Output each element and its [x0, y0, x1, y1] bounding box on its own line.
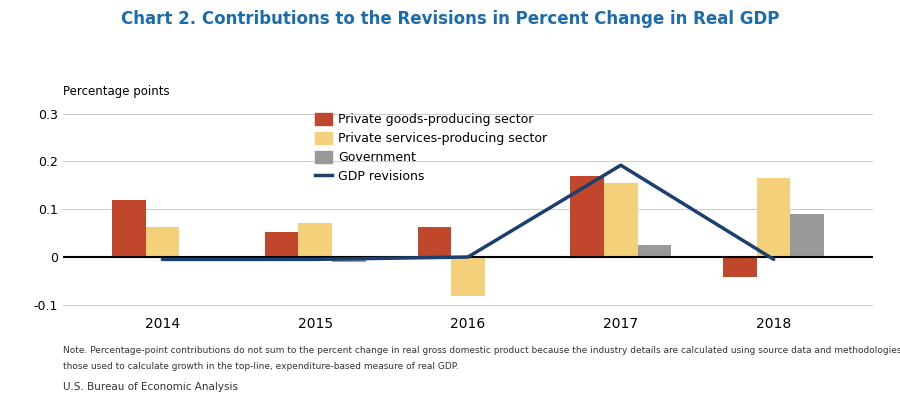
Bar — [571, 176, 604, 257]
Text: U.S. Bureau of Economic Analysis: U.S. Bureau of Economic Analysis — [63, 382, 238, 392]
Bar — [146, 227, 179, 257]
Bar — [418, 227, 451, 257]
Bar — [724, 257, 757, 277]
Legend: Private goods-producing sector, Private services-producing sector, Government, G: Private goods-producing sector, Private … — [312, 110, 550, 185]
Text: Chart 2. Contributions to the Revisions in Percent Change in Real GDP: Chart 2. Contributions to the Revisions … — [121, 10, 779, 28]
Text: Percentage points: Percentage points — [63, 85, 169, 98]
Bar — [790, 214, 824, 257]
Bar — [451, 257, 485, 296]
Text: those used to calculate growth in the top-line, expenditure-based measure of rea: those used to calculate growth in the to… — [63, 362, 459, 371]
Bar — [299, 222, 332, 257]
Bar — [757, 178, 790, 257]
Text: Note. Percentage-point contributions do not sum to the percent change in real gr: Note. Percentage-point contributions do … — [63, 346, 900, 355]
Bar — [332, 257, 365, 262]
Bar — [112, 200, 146, 257]
Bar — [265, 232, 299, 257]
Bar — [604, 183, 637, 257]
Bar — [637, 245, 671, 257]
